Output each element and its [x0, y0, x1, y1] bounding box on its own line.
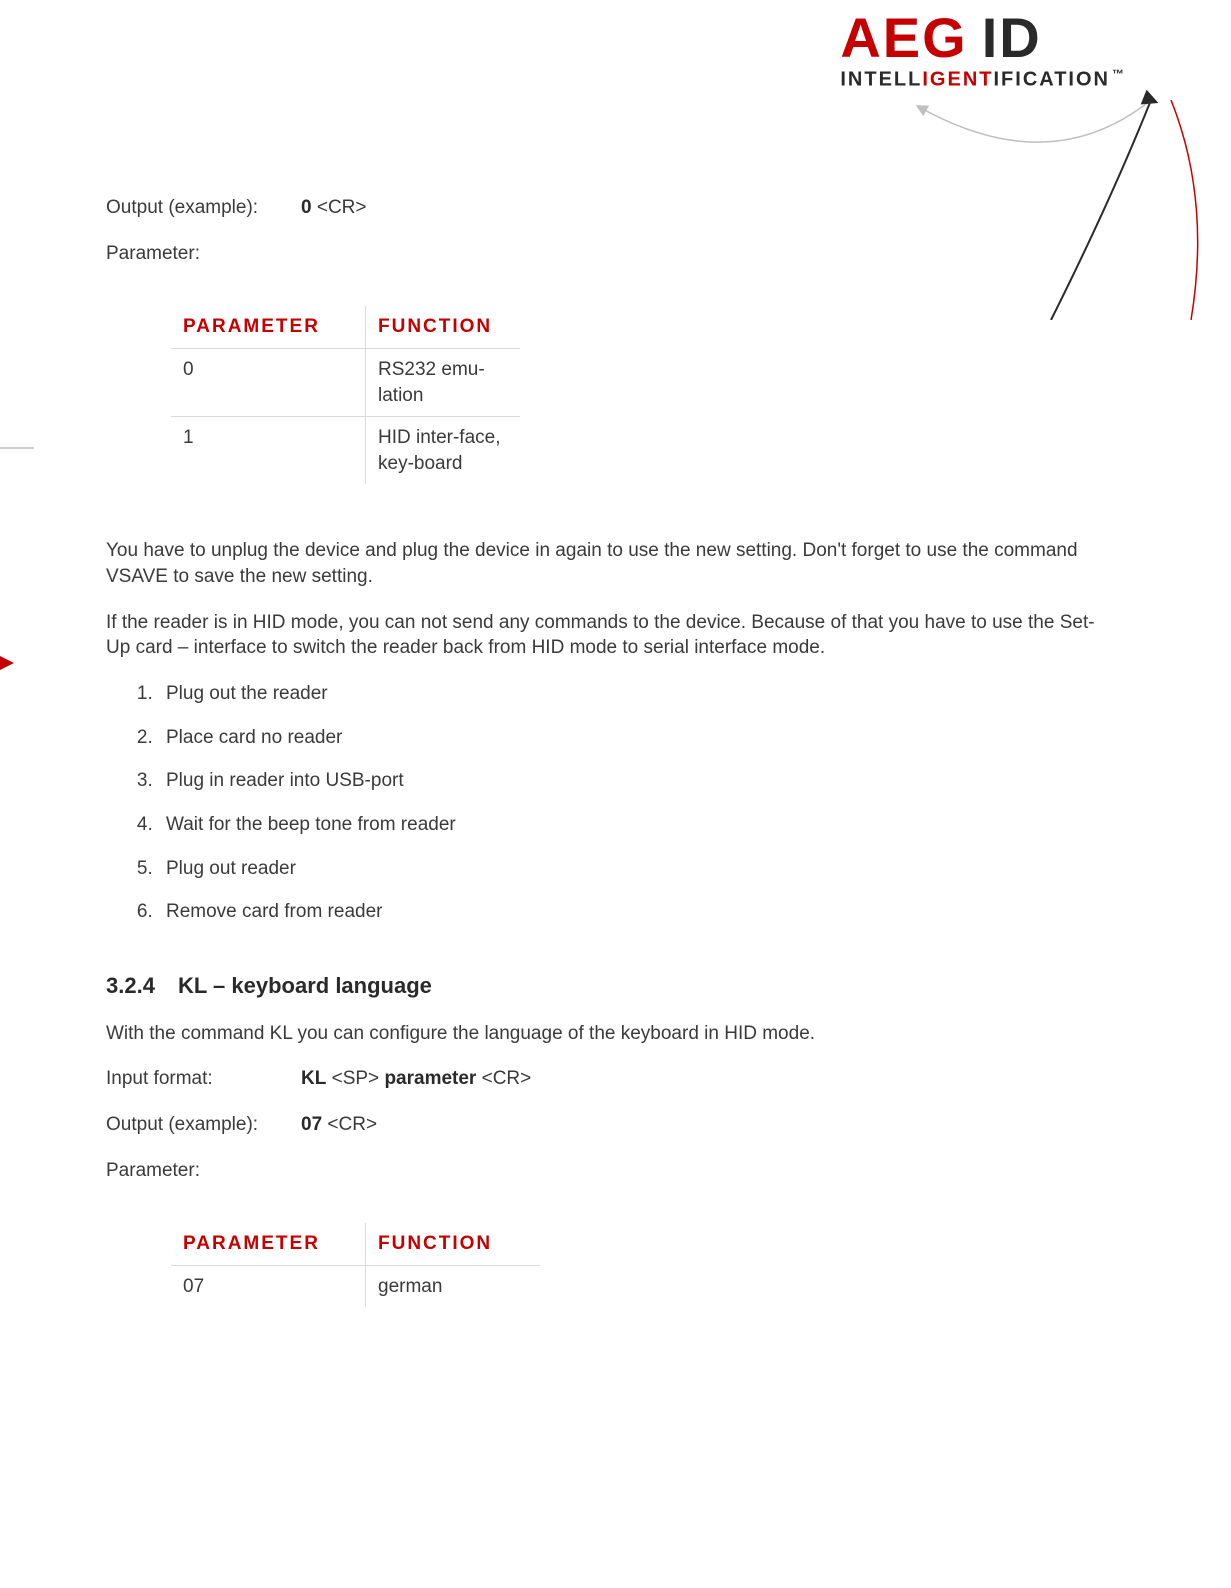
paragraph: You have to unplug the device and plug t…: [106, 538, 1111, 589]
cell-param: 1: [171, 417, 366, 485]
list-item: Place card no reader: [158, 725, 1111, 751]
output-example2-row: Output (example): 07 <CR>: [106, 1112, 1111, 1138]
tagline-suffix: IFICATION: [993, 69, 1110, 91]
margin-tick: [0, 447, 34, 449]
page: AEGID INTELLIGENTIFICATION™ Output (exam…: [0, 0, 1231, 1588]
brand-logo-top: AEGID: [840, 10, 1126, 66]
tagline-red: IGENT: [922, 69, 993, 91]
output-example2-value: 07 <CR>: [301, 1112, 1111, 1138]
output-example2-label: Output (example):: [106, 1112, 301, 1138]
parameter-table-1: PARAMETER FUNCTION 0 RS232 emu-lation 1 …: [171, 306, 520, 484]
parameter-table-2: PARAMETER FUNCTION 07 german: [171, 1223, 540, 1307]
th-parameter: PARAMETER: [171, 306, 366, 348]
th-parameter: PARAMETER: [171, 1223, 366, 1265]
list-item: Plug in reader into USB-port: [158, 768, 1111, 794]
table-header-row: PARAMETER FUNCTION: [171, 306, 520, 348]
section-title: KL – keyboard language: [178, 973, 432, 998]
input-format-label: Input format:: [106, 1066, 301, 1092]
output-example-rest: <CR>: [312, 197, 367, 218]
brand-aeg: AEG: [840, 6, 967, 69]
paragraph: With the command KL you can configure th…: [106, 1021, 1111, 1047]
paragraph: If the reader is in HID mode, you can no…: [106, 610, 1111, 661]
list-item: Remove card from reader: [158, 899, 1111, 925]
cell-func: german: [366, 1265, 541, 1307]
parameter-label: Parameter:: [106, 241, 1111, 267]
input-format-value: KL <SP> parameter <CR>: [301, 1066, 1111, 1092]
brand-id: ID: [982, 6, 1042, 69]
document-body: Output (example): 0 <CR> Parameter: PARA…: [106, 195, 1111, 1307]
section-number: 3.2.4: [106, 971, 178, 1001]
cell-func: HID inter-face, key-board: [366, 417, 521, 485]
if-rest2: <CR>: [476, 1068, 531, 1089]
table-header-row: PARAMETER FUNCTION: [171, 1223, 540, 1265]
table-row: 1 HID inter-face, key-board: [171, 417, 520, 485]
list-item: Plug out reader: [158, 856, 1111, 882]
parameter-label-2: Parameter:: [106, 1158, 1111, 1184]
th-function: FUNCTION: [366, 1223, 541, 1265]
cell-param: 0: [171, 348, 366, 416]
tagline-tm: ™: [1112, 67, 1126, 81]
brand-logo: AEGID INTELLIGENTIFICATION™: [840, 10, 1126, 90]
list-item: Wait for the beep tone from reader: [158, 812, 1111, 838]
margin-arrow-icon: [0, 656, 14, 670]
table-row: 0 RS232 emu-lation: [171, 348, 520, 416]
if-bold2: parameter: [384, 1068, 476, 1089]
output-example-row: Output (example): 0 <CR>: [106, 195, 1111, 221]
input-format-row: Input format: KL <SP> parameter <CR>: [106, 1066, 1111, 1092]
steps-list: Plug out the reader Place card no reader…: [158, 681, 1111, 925]
tagline-prefix: INTELL: [840, 69, 922, 91]
output-example-label: Output (example):: [106, 195, 301, 221]
cell-func: RS232 emu-lation: [366, 348, 521, 416]
oe2-bold: 07: [301, 1114, 322, 1135]
th-function: FUNCTION: [366, 306, 521, 348]
brand-tagline: INTELLIGENTIFICATION™: [840, 68, 1126, 90]
section-heading: 3.2.4KL – keyboard language: [106, 971, 1111, 1001]
table-row: 07 german: [171, 1265, 540, 1307]
list-item: Plug out the reader: [158, 681, 1111, 707]
cell-param: 07: [171, 1265, 366, 1307]
if-bold1: KL: [301, 1068, 326, 1089]
output-example-value: 0 <CR>: [301, 195, 1111, 221]
oe2-rest: <CR>: [322, 1114, 377, 1135]
if-rest1: <SP>: [326, 1068, 384, 1089]
output-example-bold: 0: [301, 197, 312, 218]
